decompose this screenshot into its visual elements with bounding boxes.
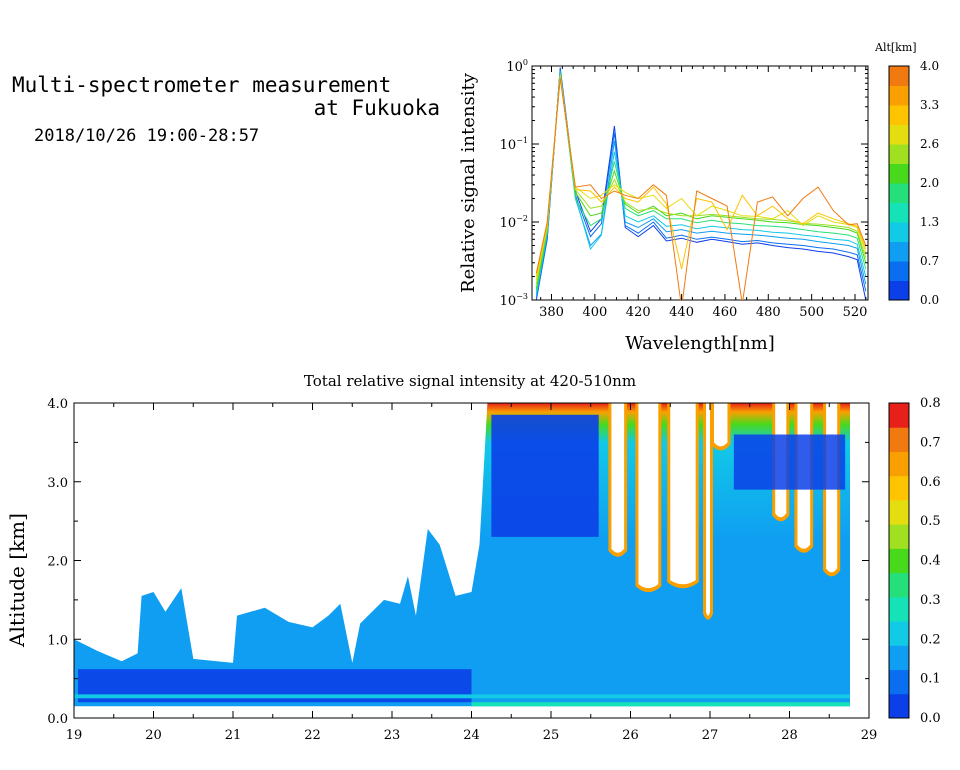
heatmap-dark-region-upper2 [733,434,846,490]
spectrum-y-tick-label: 10−3 [500,292,528,309]
intensity-colorbar-tick: 0.8 [920,396,941,411]
figure-title-block: Multi-spectrometer measurement at Fukuok… [12,74,442,120]
figure-title-line1: Multi-spectrometer measurement [12,73,392,97]
spectrum-frame [531,65,869,301]
spectrum-series-line-7 [535,75,867,281]
spectrum-y-axis-label: Relative signal intensity [458,72,479,293]
heatmap-x-tick-label: 26 [622,728,639,743]
heatmap-field [74,403,850,707]
heatmap-panel: Total relative signal intensity at 420-5… [5,372,941,743]
heatmap-y-tick-label: 3.0 [47,476,68,491]
heatmap-cloud-gaps [608,403,841,620]
intensity-colorbar: 0.0 0.1 0.2 0.3 0.4 0.5 0.6 0.7 0.8 [888,396,941,726]
figure-title-line2: at Fukuoka [313,96,440,120]
spectrum-x-tick-label: 380 [539,305,564,320]
altitude-colorbar-tick: 0.7 [920,254,939,268]
spectrum-series-line-9 [535,78,867,300]
heatmap-dark-region-upper [491,414,599,537]
intensity-colorbar-tick: 0.3 [920,593,941,608]
intensity-colorbar-tick: 0.1 [920,672,941,687]
heatmap-x-tick-label: 19 [66,728,83,743]
spectrum-y-tick-label: 10−2 [500,214,528,231]
spectrum-series-line-3 [535,71,867,294]
heatmap-y-ticks: 0.0 1.0 2.0 3.0 4.0 [47,397,869,727]
spectrum-series-line-4 [535,72,867,292]
heatmap-x-tick-label: 29 [861,728,878,743]
heatmap-x-tick-label: 28 [781,728,798,743]
measurement-datetime: 2018/10/26 19:00-28:57 [34,126,260,146]
altitude-colorbar-tick: 1.3 [920,215,939,229]
spectrum-x-tick-label: 500 [799,305,824,320]
altitude-colorbar-tick: 2.0 [920,176,939,190]
spectrum-x-tick-label: 520 [843,305,868,320]
heatmap-x-tick-label: 25 [543,728,560,743]
heatmap-x-tick-label: 27 [702,728,719,743]
cloud-gap-2 [670,403,696,585]
spectrum-x-tick-label: 400 [582,305,607,320]
spectrum-x-tick-label: 480 [756,305,781,320]
heatmap-x-tick-label: 20 [145,728,162,743]
altitude-colorbar-tick: 3.3 [920,98,939,112]
spectrum-series-line-1 [535,69,867,300]
altitude-colorbar-tick: 4.0 [920,59,939,73]
heatmap-x-tick-label: 23 [384,728,401,743]
altitude-colorbar-label: Alt[km] [874,41,917,54]
altitude-colorbar-tick: 2.6 [920,137,939,151]
heatmap-y-axis-label: Altitude [km] [5,513,29,648]
heatmap-low-band2 [74,694,850,699]
altitude-colorbar: Alt[km] 0.0 0.7 1.3 2.0 2.6 3.3 4.0 [874,41,939,307]
heatmap-x-tick-label: 21 [225,728,242,743]
intensity-colorbar-tick: 0.4 [920,554,941,569]
cloud-gap-1 [638,403,659,589]
spectrum-x-tick-label: 420 [626,305,651,320]
spectrum-series-line-2 [535,70,867,297]
intensity-colorbar-tick: 0.7 [920,435,941,450]
heatmap-title: Total relative signal intensity at 420-5… [304,372,636,390]
cloud-gap-0 [611,403,625,553]
intensity-colorbar-tick: 0.6 [920,475,941,490]
intensity-colorbar-tick: 0.5 [920,514,941,529]
heatmap-x-ticks: 19 20 21 22 23 24 25 26 27 28 29 [66,403,878,743]
spectrum-y-tick-label: 10−1 [500,136,528,153]
spectrum-y-tick-label: 100 [506,58,528,75]
cloud-gap-4 [713,403,728,447]
spectrum-y-ticks: 100 10−1 10−2 10−3 [500,58,868,309]
spectrum-series-line-0 [535,67,867,300]
spectrum-x-axis-label: Wavelength[nm] [625,333,775,354]
spectrum-series-line-5 [535,73,867,289]
heatmap-y-tick-label: 1.0 [47,633,68,648]
heatmap-y-tick-label: 0.0 [47,712,68,727]
heatmap-y-tick-label: 4.0 [47,397,68,412]
spectrum-series-line-8 [535,77,867,277]
spectrum-series-group [535,67,867,300]
spectrum-x-ticks: 380 400 420 440 460 480 500 520 [539,66,867,320]
intensity-colorbar-tick: 0.2 [920,632,941,647]
heatmap-x-tick-label: 22 [304,728,321,743]
intensity-colorbar-tick: 0.0 [920,711,941,726]
heatmap-x-tick-label: 24 [463,728,480,743]
cloud-gap-3 [706,403,710,616]
spectrum-series-line-6 [535,74,867,285]
spectrum-x-tick-label: 460 [713,305,738,320]
heatmap-y-tick-label: 2.0 [47,555,68,570]
spectrum-x-tick-label: 440 [669,305,694,320]
heatmap-low-band [471,702,850,707]
altitude-colorbar-tick: 0.0 [920,293,939,307]
spectrum-panel: 380 400 420 440 460 480 500 520 100 10−1 10−2 10−3… [458,41,939,354]
